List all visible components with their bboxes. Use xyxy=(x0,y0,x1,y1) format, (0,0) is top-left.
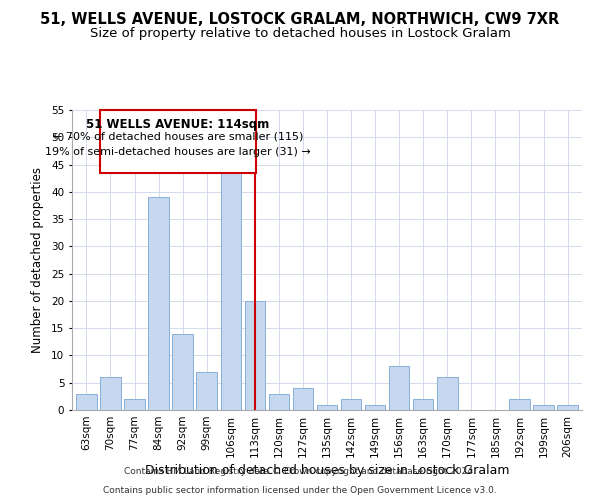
Bar xyxy=(196,372,217,410)
X-axis label: Distribution of detached houses by size in Lostock Gralam: Distribution of detached houses by size … xyxy=(145,464,509,477)
Bar xyxy=(100,378,121,410)
Text: 51 WELLS AVENUE: 114sqm: 51 WELLS AVENUE: 114sqm xyxy=(86,118,269,131)
Bar xyxy=(76,394,97,410)
Bar xyxy=(293,388,313,410)
Bar xyxy=(533,404,554,410)
Bar xyxy=(365,404,385,410)
Text: 51, WELLS AVENUE, LOSTOCK GRALAM, NORTHWICH, CW9 7XR: 51, WELLS AVENUE, LOSTOCK GRALAM, NORTHW… xyxy=(40,12,560,28)
Bar xyxy=(389,366,409,410)
Bar xyxy=(437,378,458,410)
Text: ← 70% of detached houses are smaller (115): ← 70% of detached houses are smaller (11… xyxy=(53,132,303,142)
Y-axis label: Number of detached properties: Number of detached properties xyxy=(31,167,44,353)
Text: 19% of semi-detached houses are larger (31) →: 19% of semi-detached houses are larger (… xyxy=(45,147,311,157)
Text: Contains public sector information licensed under the Open Government Licence v3: Contains public sector information licen… xyxy=(103,486,497,495)
Bar xyxy=(148,198,169,410)
Bar xyxy=(124,399,145,410)
Bar xyxy=(509,399,530,410)
Bar xyxy=(557,404,578,410)
Text: Contains HM Land Registry data © Crown copyright and database right 2024.: Contains HM Land Registry data © Crown c… xyxy=(124,467,476,476)
Bar xyxy=(221,170,241,410)
Bar xyxy=(413,399,433,410)
Bar xyxy=(269,394,289,410)
Bar xyxy=(341,399,361,410)
Text: Size of property relative to detached houses in Lostock Gralam: Size of property relative to detached ho… xyxy=(89,28,511,40)
Bar xyxy=(172,334,193,410)
Bar xyxy=(245,301,265,410)
FancyBboxPatch shape xyxy=(100,110,256,172)
Bar xyxy=(317,404,337,410)
